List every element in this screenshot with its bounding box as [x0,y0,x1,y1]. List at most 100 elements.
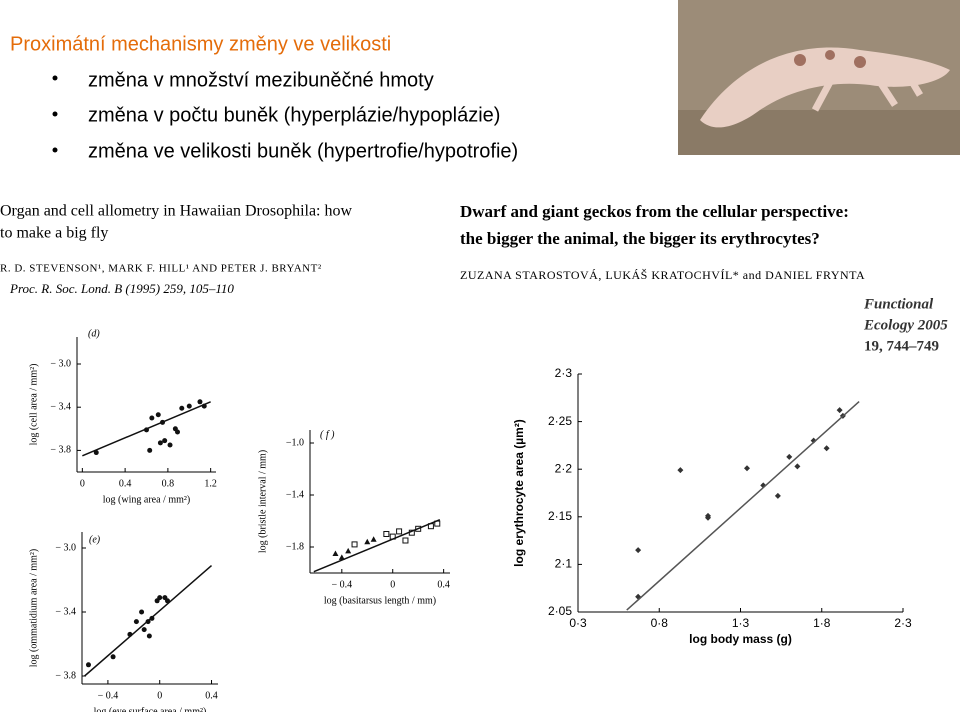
paper-title: to make a big fly [0,225,108,242]
x-tick-label: 0 [80,478,85,489]
point [162,438,168,444]
y-tick-label: −1.0 [286,437,304,448]
point [402,537,409,544]
fit-line [313,519,441,573]
y-tick-label: − 3.8 [55,670,76,681]
bullet-text: změna v množství mezibuněčné hmoty [88,69,434,91]
x-axis-label: log (wing area / mm²) [103,494,190,505]
y-tick-label: 2·15 [548,509,572,523]
paper-title: Dwarf and giant geckos from the cellular… [460,202,849,221]
fit-line [82,401,211,457]
point [705,514,711,521]
y-axis-label: log (bristle interval / mm) [257,450,268,553]
point [157,440,163,446]
point [786,453,793,460]
x-tick-label: − 0.4 [331,579,352,590]
point [823,445,830,452]
paper-authors: ZUZANA STAROSTOVÁ, LUKÁŠ KRATOCHVÍL* and… [460,268,865,282]
y-axis-label: log (cell area / mm²) [28,364,39,446]
bullet [52,147,58,153]
panel-label: ( f ) [320,429,335,440]
y-tick-label: −1.8 [286,541,304,552]
bullet-text: změna ve velikosti buněk (hypertrofie/hy… [88,140,518,162]
point [149,415,155,421]
y-tick-label: − 3.8 [50,445,71,456]
y-tick-label: − 3.4 [55,606,76,617]
slide-title: Proximátní mechanismy změny ve velikosti [10,33,391,55]
x-tick-label: 0.4 [205,690,218,701]
point [93,450,99,456]
fit-line [84,565,213,677]
x-axis-label: log (basitarsus length / mm) [324,595,436,606]
point [364,538,371,545]
y-tick-label: 2·1 [555,557,573,571]
point [794,463,801,470]
paper-authors: R. D. STEVENSON¹, MARK F. HILL¹ AND PETE… [0,263,322,275]
panel-label: (e) [89,534,101,545]
point [383,531,390,537]
point [345,547,352,554]
point [774,492,781,499]
x-axis-label: log body mass (g) [689,632,792,646]
bullet-text: změna v počtu buněk (hyperplázie/hypoplá… [88,104,500,126]
paper-title: Organ and cell allometry in Hawaiian Dro… [0,203,353,220]
y-tick-label: 2·25 [548,414,572,428]
y-axis-label: log (ommatidium area / mm²) [28,549,39,668]
point [635,547,642,554]
panel-label: (d) [88,328,100,339]
gecko-photo [678,0,960,155]
point [155,412,161,418]
paper-journal: 19, 744–749 [864,338,939,354]
x-tick-label: 0.8 [162,478,175,489]
x-tick-label: − 0.4 [98,690,119,701]
x-tick-label: 1·3 [732,616,750,630]
x-tick-label: 0.4 [437,579,450,590]
paper-journal: Functional [863,296,934,312]
point [338,554,345,560]
point [677,467,684,474]
point [146,633,152,639]
point [175,429,181,435]
point [167,442,173,448]
x-tick-label: 0·3 [569,616,587,630]
x-tick-label: 0·8 [651,616,669,630]
point [186,403,192,409]
bullet [52,75,58,81]
x-tick-label: 1·8 [813,616,831,630]
x-tick-label: 0 [390,579,395,590]
y-tick-label: − 3.0 [55,542,76,553]
y-tick-label: −1.4 [286,489,304,500]
point [370,536,377,542]
point [157,595,163,601]
x-tick-label: 1.2 [204,478,217,489]
y-axis-label: log erythrocyte area (µm²) [512,419,526,567]
point [197,399,203,405]
paper-title: the bigger the animal, the bigger its er… [460,229,820,248]
point [141,627,147,633]
x-tick-label: 2·3 [894,616,912,630]
y-tick-label: − 3.4 [50,401,71,412]
x-tick-label: 0 [157,690,162,701]
point [85,662,91,668]
point [836,407,843,414]
paper-journal: Ecology 2005 [863,317,948,333]
fit-line [626,401,860,611]
y-tick-label: 2·3 [555,366,573,380]
point [351,541,358,548]
point [139,609,145,615]
point [179,405,185,411]
y-tick-label: 2·05 [548,604,572,618]
point [147,447,153,453]
x-axis-label: log (eye surface area / mm²) [94,706,207,712]
point [744,465,750,472]
y-tick-label: − 3.0 [50,358,71,369]
point [810,437,817,444]
x-tick-label: 0.4 [119,478,132,489]
y-tick-label: 2·2 [555,461,573,475]
point [396,528,403,535]
paper-citation: Proc. R. Soc. Lond. B (1995) 259, 105–11… [9,281,234,296]
point [332,550,339,556]
point [110,654,116,660]
bullet [52,111,58,117]
